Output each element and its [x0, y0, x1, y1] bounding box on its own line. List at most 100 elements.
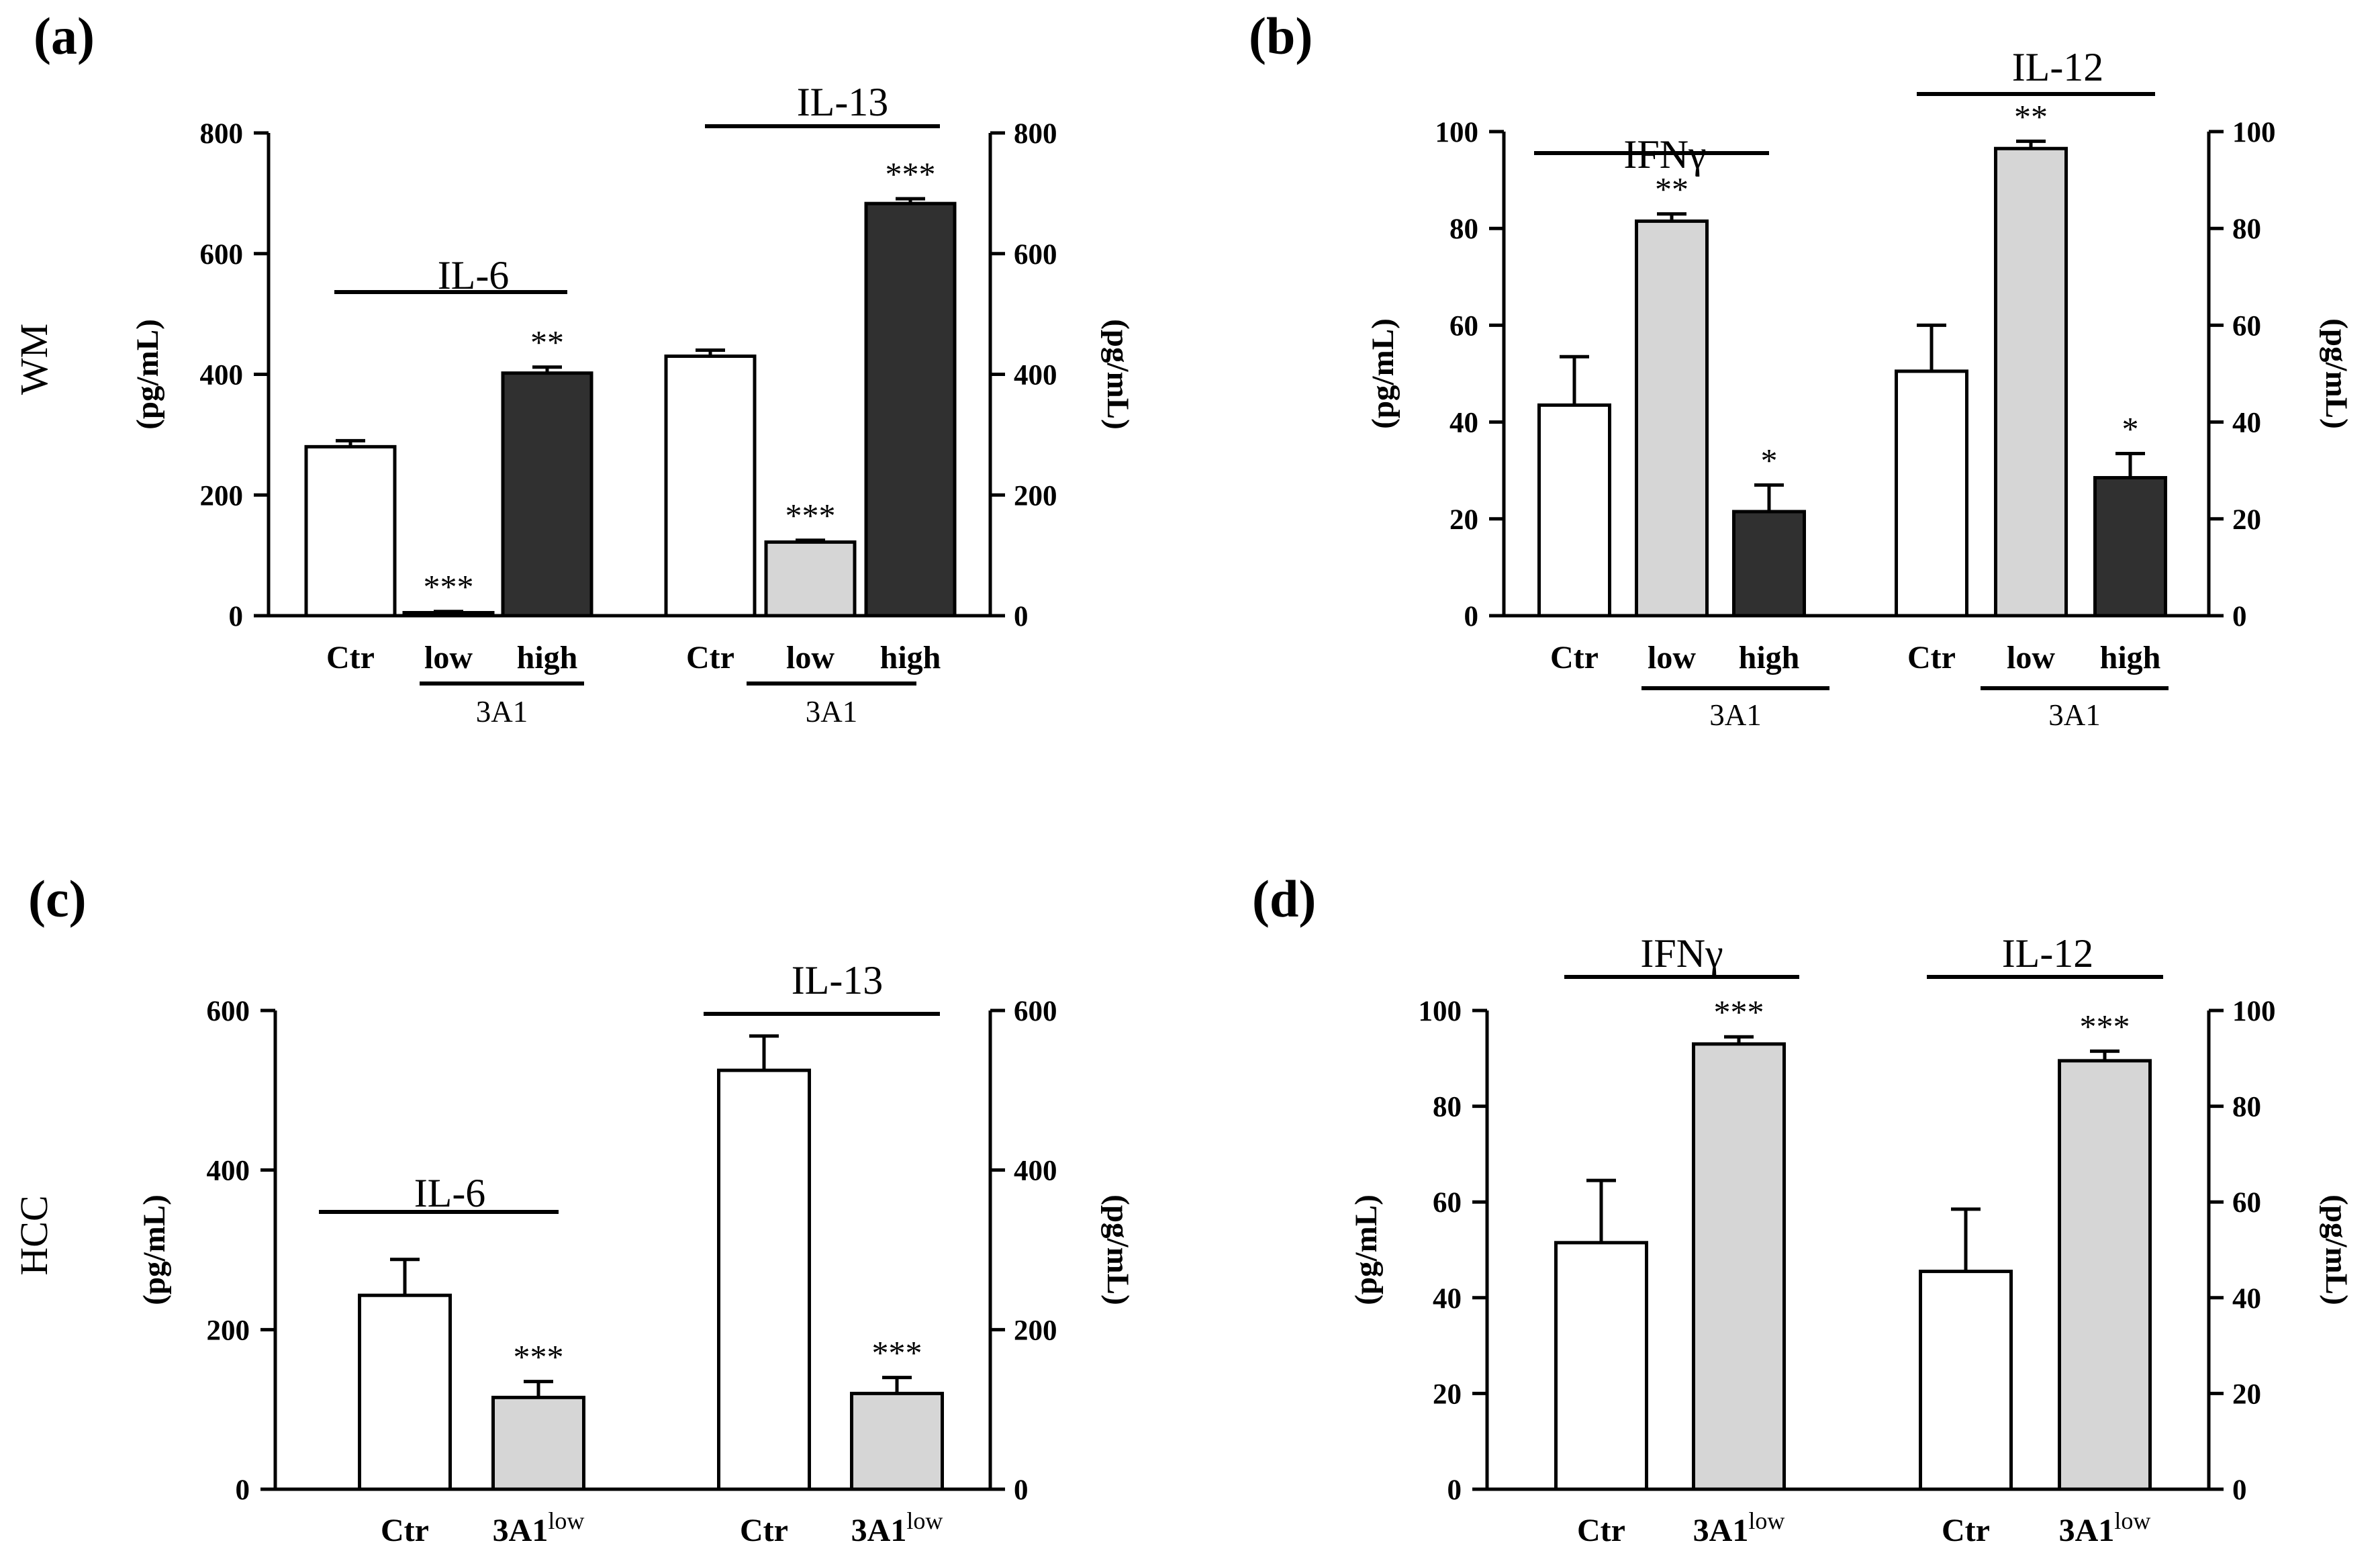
- category-label: low: [2007, 640, 2055, 675]
- y-tick-label-right: 800: [1014, 118, 1057, 150]
- y-axis-title-right: (pg/mL): [2319, 318, 2354, 429]
- category-label: 3A1low: [2059, 1507, 2151, 1548]
- treatment-label: 3A1: [806, 695, 858, 728]
- panel-a: (a) 0 0 200 200 400 400 600 600 800 800 (pg/mL) (pg/…: [34, 7, 1135, 728]
- y-tick-label-right: 600: [1014, 239, 1057, 271]
- category-label: Ctr: [686, 640, 734, 675]
- category-label: Ctr: [1577, 1513, 1625, 1548]
- y-tick-label-left: 60: [1433, 1187, 1462, 1219]
- category-label: high: [517, 640, 578, 675]
- y-axis-title-left: (pg/mL): [130, 319, 165, 430]
- significance-label: *: [1761, 441, 1778, 479]
- y-tick-label-right: 0: [2232, 1474, 2247, 1506]
- y-tick-label-right: 200: [1014, 480, 1057, 512]
- y-axis-title-right: (pg/mL): [1100, 1194, 1135, 1305]
- category-label: low: [424, 640, 473, 675]
- y-tick-label-left: 100: [1419, 996, 1462, 1027]
- significance-label: ***: [2080, 1008, 2130, 1045]
- y-tick-label-left: 80: [1449, 214, 1478, 245]
- bar-ifn-low: [1692, 1042, 1786, 1491]
- y-tick-label-left: 20: [1449, 504, 1478, 536]
- y-axis-title-left: (pg/mL): [1349, 1194, 1384, 1305]
- bar-ifn-ctr: [1554, 1241, 1648, 1491]
- y-tick-label-left: 80: [1433, 1092, 1462, 1123]
- significance-label: *: [2122, 410, 2139, 447]
- bar-il13-ctr: [664, 355, 757, 618]
- y-tick-label-left: 0: [236, 1474, 250, 1506]
- y-tick-label-right: 200: [1014, 1315, 1057, 1346]
- y-tick-label-left: 0: [1447, 1474, 1462, 1506]
- y-tick-label-right: 0: [1014, 601, 1029, 632]
- significance-label: ***: [786, 497, 836, 534]
- cytokine-label: IL-6: [414, 1171, 486, 1215]
- category-label: Ctr: [740, 1513, 788, 1548]
- category-label: low: [786, 640, 835, 675]
- category-label: high: [1739, 640, 1800, 675]
- cytokine-label: IFNγ: [1640, 931, 1723, 976]
- category-label: low: [1648, 640, 1696, 675]
- significance-label: ***: [514, 1338, 564, 1376]
- bar-il12-ctr: [1919, 1270, 2013, 1491]
- y-tick-label-right: 80: [2232, 1092, 2261, 1123]
- y-axis-title-left: (pg/mL): [1366, 318, 1400, 429]
- y-tick-label-right: 0: [2232, 601, 2247, 632]
- y-tick-label-right: 60: [2232, 1187, 2261, 1219]
- panel-label: (d): [1252, 869, 1316, 928]
- category-label: Ctr: [381, 1513, 429, 1548]
- bar-il6-low: [491, 1395, 585, 1491]
- bar-il6-high: [501, 371, 593, 618]
- y-axis-title-left: (pg/mL): [137, 1194, 172, 1305]
- bar-il6-ctr: [358, 1293, 452, 1491]
- y-tick-label-right: 400: [1014, 360, 1057, 391]
- panel-c: (c) 0 0 200 200 400 400 600 600 (pg/mL) (pg/mL) IL-…: [28, 869, 1135, 1548]
- significance-label: **: [2014, 97, 2048, 135]
- bar-ifn-high: [1732, 510, 1806, 618]
- y-tick-label-right: 100: [2232, 117, 2276, 148]
- y-tick-label-right: 60: [2232, 310, 2261, 342]
- category-label: 3A1low: [851, 1507, 943, 1548]
- bar-il13-ctr: [717, 1068, 811, 1491]
- y-tick-label-left: 40: [1449, 408, 1478, 439]
- panel-label: (a): [34, 7, 95, 65]
- treatment-label: 3A1: [2048, 698, 2101, 732]
- cytokine-label: IL-13: [797, 80, 889, 124]
- bar-il12-ctr: [1895, 369, 1968, 618]
- cytokine-label: IFNγ: [1623, 132, 1706, 177]
- bar-il12-low: [2058, 1059, 2152, 1491]
- y-tick-label-left: 100: [1435, 117, 1479, 148]
- y-tick-label-left: 200: [200, 480, 244, 512]
- significance-label: ***: [424, 568, 474, 606]
- panel-b: (b) 0 0 20 20 40 40 60 60 80 80 100 100 (pg/mL) (pg/mL…: [1249, 7, 2354, 732]
- significance-label: ***: [1714, 993, 1764, 1031]
- panel-label: (c): [28, 869, 87, 928]
- category-label: Ctr: [1907, 640, 1956, 675]
- significance-label: ***: [872, 1334, 922, 1372]
- y-tick-label-right: 40: [2232, 1283, 2261, 1315]
- cytokine-label: IL-6: [438, 253, 510, 297]
- y-tick-label-left: 200: [207, 1315, 250, 1346]
- y-tick-label-right: 0: [1014, 1474, 1029, 1506]
- panel-d: (d) 0 0 20 20 40 40 60 60 80 80 100 100 (pg/mL) (pg/mL…: [1252, 869, 2354, 1548]
- y-tick-label-left: 0: [1464, 601, 1479, 632]
- y-tick-label-left: 800: [200, 118, 244, 150]
- row-label-hcc: HCC: [12, 1195, 56, 1275]
- y-axis-title-right: (pg/mL): [2319, 1194, 2354, 1305]
- y-tick-label-right: 20: [2232, 1378, 2261, 1410]
- y-tick-label-right: 80: [2232, 214, 2261, 245]
- significance-label: **: [530, 324, 564, 361]
- y-tick-label-left: 400: [200, 360, 244, 391]
- y-tick-label-right: 400: [1014, 1156, 1057, 1187]
- bar-il13-high: [864, 201, 957, 618]
- category-label: Ctr: [1942, 1513, 1990, 1548]
- cytokine-label: IL-13: [792, 958, 884, 1002]
- treatment-label: 3A1: [1709, 698, 1762, 732]
- category-label: Ctr: [326, 640, 375, 675]
- y-tick-label-left: 600: [207, 996, 250, 1027]
- y-tick-label-right: 100: [2232, 996, 2276, 1027]
- category-label: high: [2100, 640, 2161, 675]
- y-tick-label-left: 20: [1433, 1378, 1462, 1410]
- significance-label: **: [1655, 171, 1688, 208]
- y-tick-label-left: 60: [1449, 310, 1478, 342]
